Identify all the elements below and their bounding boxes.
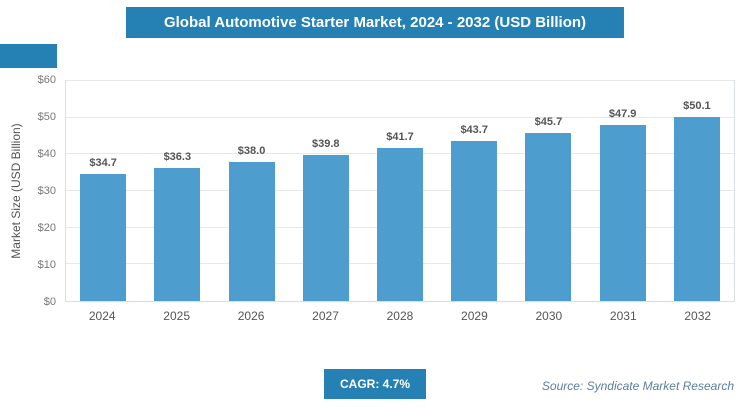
bar — [673, 117, 720, 301]
bar-value-label: $50.1 — [683, 100, 711, 113]
source-note: Source: Syndicate Market Research — [541, 379, 734, 393]
bar-value-label: $43.7 — [460, 123, 488, 136]
x-tick-label: 2025 — [163, 309, 190, 323]
gridline — [66, 80, 734, 81]
bar-value-label: $47.9 — [608, 108, 637, 121]
accent-bar — [0, 44, 57, 68]
bar-value-label: $41.7 — [386, 131, 414, 144]
y-tick-label: $50 — [37, 111, 56, 123]
x-axis-labels: 2024 2025 2026 2027 2028 2029 2030 2031 2032 — [65, 309, 735, 323]
bar-group-2026: $38.0 — [214, 81, 288, 301]
cagr-badge: CAGR: 4.7% — [323, 369, 427, 399]
y-axis-title: Market Size (USD Billion) — [9, 123, 23, 259]
y-tick-label: $30 — [37, 185, 56, 197]
x-tick-label: 2028 — [386, 309, 414, 323]
y-tick-label: $60 — [37, 74, 56, 86]
bar-group-2031: $47.9 — [586, 81, 660, 301]
x-tick-label: 2031 — [609, 309, 637, 323]
bar — [599, 125, 646, 301]
x-tick-label: 2029 — [461, 309, 488, 323]
y-tick-label: $10 — [37, 259, 56, 272]
bar — [80, 173, 127, 301]
bar-value-label: $36.3 — [163, 150, 192, 163]
bar-value-label: $38.0 — [237, 144, 266, 157]
bar — [525, 133, 572, 301]
bar — [451, 140, 498, 301]
bar-value-label: $34.7 — [89, 156, 117, 169]
bar — [302, 155, 349, 301]
gridline — [66, 116, 734, 118]
y-axis: $0 $10 $20 $30 $40 $50 $60 — [0, 74, 62, 308]
x-tick-label: 2030 — [535, 309, 563, 323]
x-tick-label: 2027 — [312, 309, 339, 323]
y-tick-label: $20 — [37, 222, 56, 235]
bar-group-2027: $39.8 — [289, 81, 363, 301]
bar — [154, 167, 201, 301]
chart-title: Global Automotive Starter Market, 2024 -… — [125, 7, 625, 38]
bar-value-label: $45.7 — [534, 116, 563, 129]
x-tick-label: 2032 — [684, 309, 712, 323]
plot-area: $34.7 $36.3 $38.0 $39.8 $41.7 $43.7 $45.7 $47.9… — [65, 80, 735, 302]
bars-row: $34.7 $36.3 $38.0 $39.8 $41.7 $43.7 $45.7 $47.9… — [66, 81, 734, 301]
bar-group-2028: $41.7 — [363, 81, 437, 301]
bar-group-2024: $34.7 — [66, 81, 140, 301]
bar-value-label: $39.8 — [312, 138, 340, 151]
bar — [228, 161, 275, 301]
x-tick-label: 2026 — [237, 309, 265, 323]
bar-group-2025: $36.3 — [140, 81, 214, 301]
y-tick-label: $40 — [37, 148, 56, 161]
bar-group-2029: $43.7 — [437, 81, 511, 301]
bar-group-2030: $45.7 — [511, 81, 585, 301]
bar-group-2032: $50.1 — [660, 81, 734, 301]
y-tick-label: $0 — [43, 296, 56, 308]
bar — [376, 148, 423, 301]
x-tick-label: 2024 — [88, 309, 116, 323]
